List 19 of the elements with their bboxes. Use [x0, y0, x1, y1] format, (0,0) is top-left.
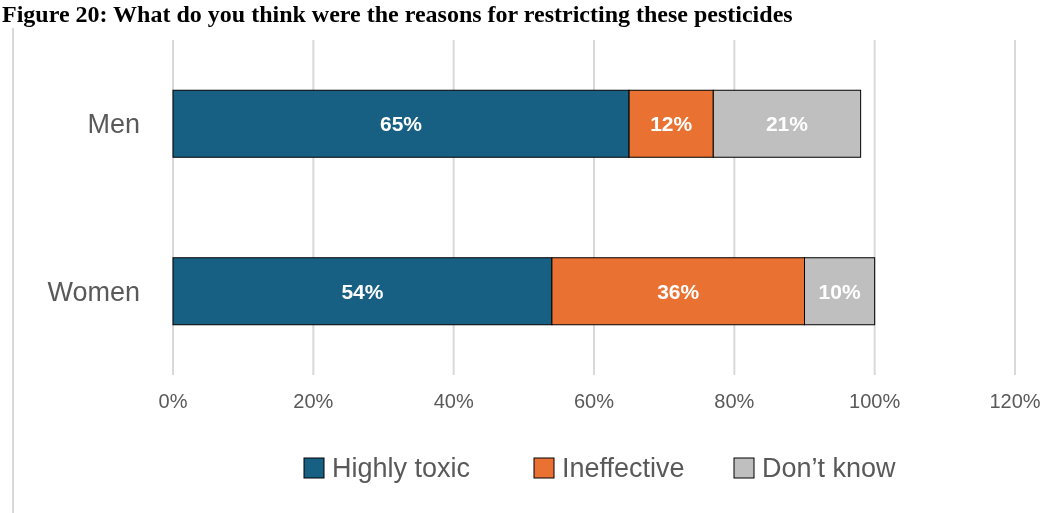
x-tick-label: 20% — [293, 390, 334, 412]
x-tick-label: 40% — [433, 390, 474, 412]
x-tick-label: 120% — [989, 390, 1041, 412]
data-label: 10% — [818, 279, 861, 303]
legend-label: Ineffective — [562, 453, 685, 484]
y-tick-label: Women — [47, 276, 140, 307]
chart-title: Figure 20: What do you think were the reasons for restricting these pesticides — [2, 1, 793, 27]
legend-label: Highly toxic — [332, 453, 471, 484]
x-tick-label: 0% — [158, 390, 188, 412]
x-tick-label: 80% — [714, 390, 755, 412]
legend-label: Don’t know — [762, 453, 897, 484]
data-label: 54% — [341, 279, 384, 303]
x-tick-label: 100% — [849, 390, 901, 412]
data-label: 12% — [650, 112, 693, 136]
y-tick-label: Men — [87, 109, 140, 140]
data-label: 36% — [657, 279, 700, 303]
data-label: 21% — [765, 112, 809, 136]
data-label: 65% — [380, 112, 423, 136]
x-tick-label: 60% — [573, 390, 615, 412]
